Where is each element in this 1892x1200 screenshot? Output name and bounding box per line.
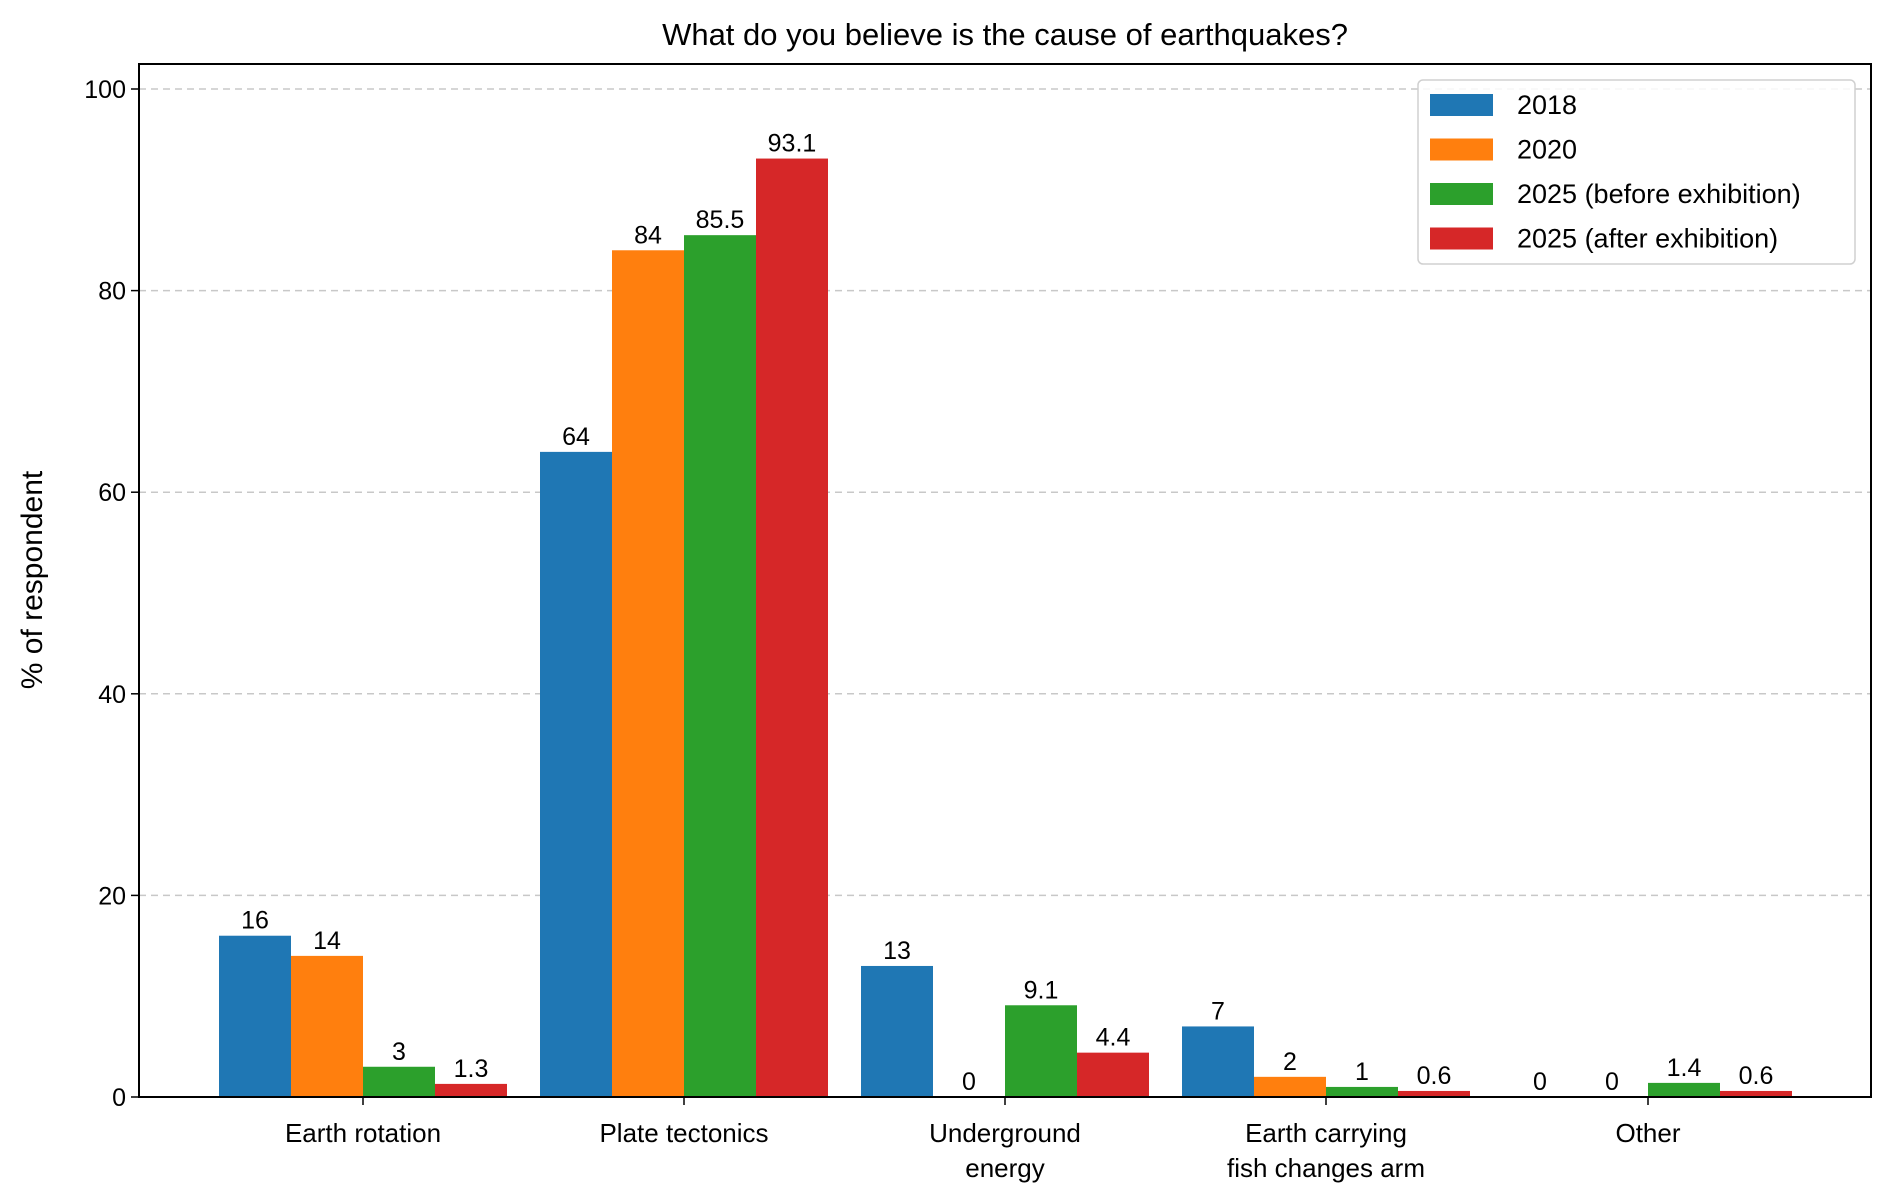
legend-label: 2020 xyxy=(1517,135,1577,165)
legend-swatch xyxy=(1430,138,1493,161)
legend-label: 2025 (after exhibition) xyxy=(1517,224,1778,254)
bar xyxy=(861,965,933,1097)
bar xyxy=(540,451,612,1097)
bar-value-label: 0 xyxy=(962,1068,976,1096)
bar-value-label: 1.4 xyxy=(1667,1054,1702,1082)
x-tick-label: fish changes arm xyxy=(1227,1153,1425,1183)
bar-value-label: 85.5 xyxy=(696,206,745,234)
legend-box xyxy=(1417,79,1856,265)
legend-swatch xyxy=(1430,94,1493,116)
y-tick-label: 80 xyxy=(98,278,126,306)
chart-title: What do you believe is the cause of eart… xyxy=(662,17,1348,52)
bar-value-label: 1.3 xyxy=(454,1055,489,1083)
bar xyxy=(756,158,828,1097)
bar-value-label: 3 xyxy=(392,1038,406,1066)
y-axis-label: % of respondent xyxy=(16,470,49,689)
bar xyxy=(291,955,363,1097)
x-tick-label: Plate tectonics xyxy=(599,1118,768,1148)
legend-swatch xyxy=(1430,227,1493,250)
bar xyxy=(1077,1052,1149,1097)
bar-value-label: 7 xyxy=(1211,997,1225,1025)
bar xyxy=(612,250,684,1097)
y-tick-label: 0 xyxy=(112,1084,126,1112)
bar-value-label: 0.6 xyxy=(1417,1062,1452,1090)
bar xyxy=(1182,1026,1254,1097)
bar-value-label: 13 xyxy=(883,937,911,965)
x-tick-label: Earth carrying xyxy=(1245,1118,1407,1148)
bar-value-label: 93.1 xyxy=(768,130,817,158)
bar-value-label: 0 xyxy=(1533,1068,1547,1096)
bar xyxy=(1648,1082,1720,1097)
x-tick-label: Other xyxy=(1615,1118,1680,1148)
legend-swatch xyxy=(1430,183,1493,205)
bar-value-label: 0 xyxy=(1605,1068,1619,1096)
bar-value-label: 14 xyxy=(313,927,341,955)
bar xyxy=(1326,1086,1398,1097)
bar xyxy=(1720,1090,1792,1097)
bar-value-label: 1 xyxy=(1355,1058,1369,1086)
bar-value-label: 4.4 xyxy=(1096,1024,1131,1052)
x-tick-label: Underground xyxy=(929,1118,1081,1148)
plot-frame xyxy=(138,63,1872,1098)
x-tick-label: Earth rotation xyxy=(285,1118,441,1148)
bar-value-label: 64 xyxy=(562,423,590,451)
bar-value-label: 0.6 xyxy=(1739,1062,1774,1090)
y-tick-label: 100 xyxy=(84,76,126,104)
bar xyxy=(363,1066,435,1097)
legend-label: 2018 xyxy=(1517,90,1577,120)
y-tick-label: 20 xyxy=(98,882,126,910)
bar xyxy=(684,235,756,1097)
bar-value-label: 2 xyxy=(1283,1048,1297,1076)
x-tick-label: energy xyxy=(965,1153,1045,1183)
bar xyxy=(1254,1076,1326,1097)
bar-value-label: 9.1 xyxy=(1024,976,1059,1004)
bar-value-label: 84 xyxy=(634,221,662,249)
bar xyxy=(435,1083,507,1097)
bar xyxy=(1398,1090,1470,1097)
bar xyxy=(1005,1005,1077,1097)
y-tick-label: 40 xyxy=(98,681,126,709)
bar xyxy=(219,935,291,1097)
y-tick-label: 60 xyxy=(98,479,126,507)
legend: 2018 2020 2025 (before exhibition) 2025 (af… xyxy=(1417,79,1856,265)
legend-label: 2025 (before exhibition) xyxy=(1517,179,1801,209)
bar-value-label: 16 xyxy=(241,907,269,935)
